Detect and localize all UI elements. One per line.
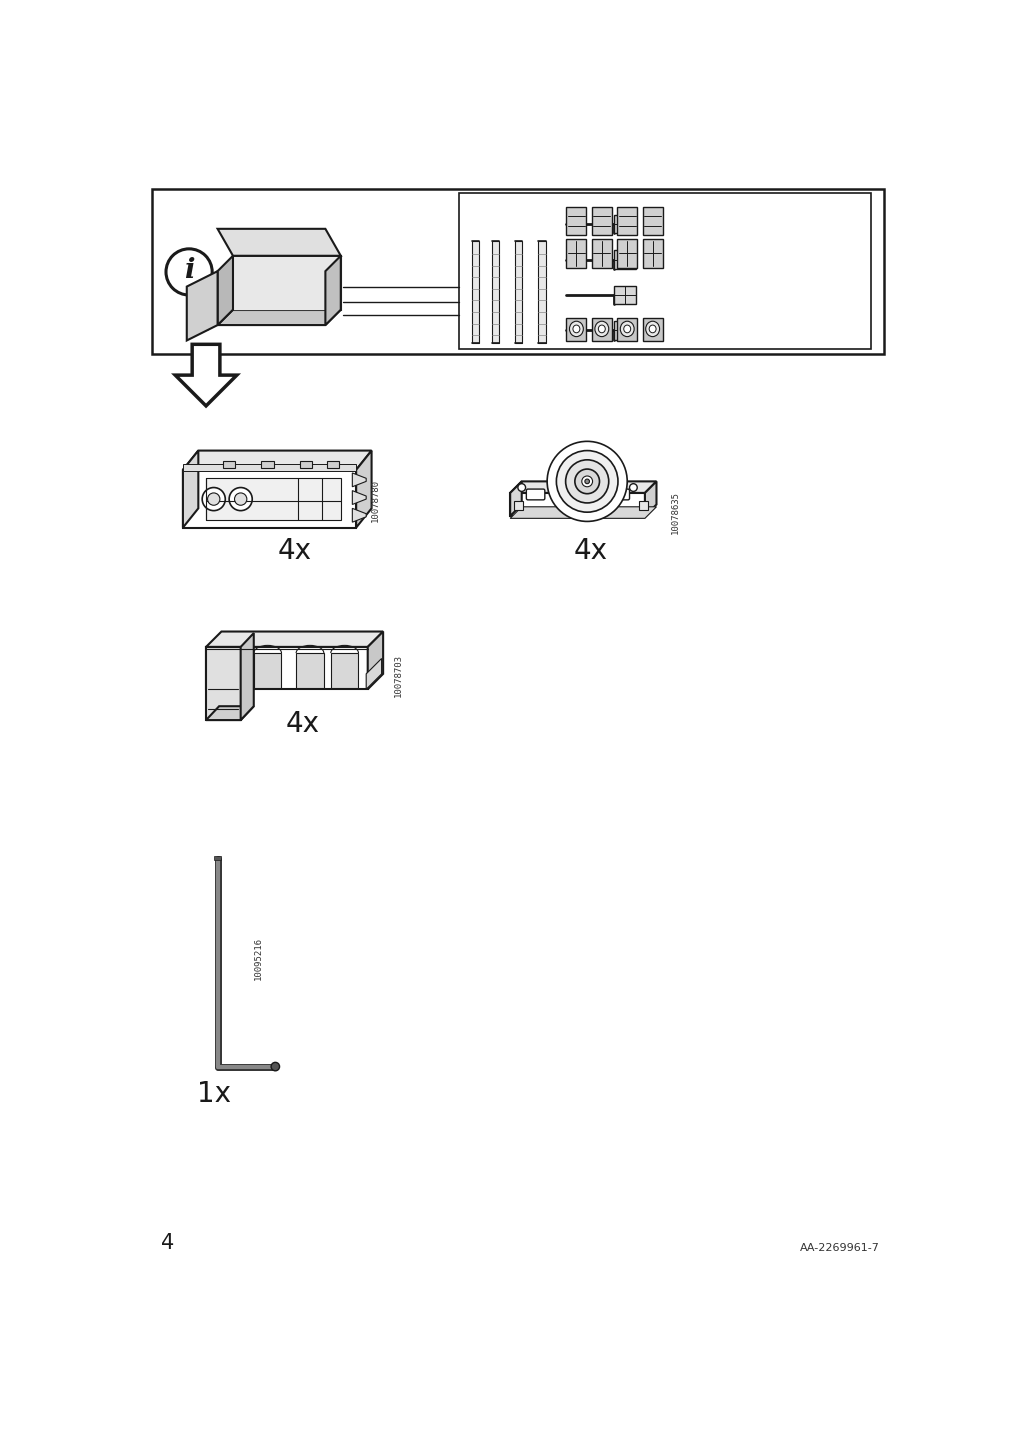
Polygon shape [366, 659, 381, 689]
Circle shape [228, 487, 252, 511]
Polygon shape [591, 239, 612, 268]
Polygon shape [510, 507, 656, 518]
FancyBboxPatch shape [327, 461, 339, 468]
Circle shape [556, 451, 618, 513]
Ellipse shape [620, 321, 634, 337]
Polygon shape [183, 470, 356, 527]
Polygon shape [614, 286, 635, 304]
Polygon shape [352, 491, 366, 504]
Polygon shape [326, 256, 341, 325]
Polygon shape [217, 229, 341, 256]
Polygon shape [206, 706, 254, 720]
Polygon shape [510, 493, 644, 516]
FancyBboxPatch shape [222, 461, 235, 468]
Polygon shape [206, 647, 367, 689]
FancyBboxPatch shape [299, 461, 312, 468]
Polygon shape [510, 481, 522, 516]
Polygon shape [187, 271, 217, 341]
Ellipse shape [623, 325, 630, 332]
Polygon shape [175, 344, 237, 405]
Circle shape [547, 441, 627, 521]
Polygon shape [331, 653, 358, 687]
Polygon shape [642, 239, 662, 268]
Polygon shape [617, 208, 637, 235]
FancyBboxPatch shape [611, 490, 629, 500]
Polygon shape [566, 208, 585, 235]
Polygon shape [356, 451, 371, 527]
Text: i: i [184, 256, 194, 284]
Polygon shape [510, 481, 656, 493]
Polygon shape [352, 473, 366, 487]
Polygon shape [206, 647, 241, 720]
Polygon shape [491, 241, 498, 342]
Ellipse shape [648, 325, 655, 332]
Polygon shape [591, 318, 612, 341]
Circle shape [629, 484, 637, 491]
Polygon shape [591, 208, 612, 235]
Polygon shape [614, 251, 635, 269]
FancyBboxPatch shape [458, 193, 869, 349]
Polygon shape [183, 451, 371, 470]
Circle shape [235, 493, 247, 505]
Polygon shape [617, 318, 637, 341]
Polygon shape [217, 309, 341, 325]
Polygon shape [241, 633, 254, 720]
Polygon shape [644, 481, 656, 516]
Text: 10078780: 10078780 [371, 480, 379, 523]
Text: 10095216: 10095216 [254, 938, 263, 981]
Polygon shape [614, 321, 635, 339]
Polygon shape [183, 464, 356, 471]
Circle shape [518, 484, 525, 491]
Text: 1x: 1x [196, 1080, 231, 1107]
Polygon shape [206, 477, 341, 520]
Polygon shape [183, 451, 198, 527]
Polygon shape [514, 501, 523, 510]
Polygon shape [214, 855, 220, 861]
Polygon shape [352, 508, 366, 523]
Text: 4x: 4x [277, 537, 311, 564]
Circle shape [574, 470, 599, 494]
FancyBboxPatch shape [261, 461, 274, 468]
Ellipse shape [569, 321, 582, 337]
Polygon shape [566, 318, 585, 341]
Polygon shape [206, 632, 383, 647]
Ellipse shape [572, 325, 579, 332]
Circle shape [565, 460, 609, 503]
Ellipse shape [598, 325, 605, 332]
Polygon shape [233, 256, 341, 309]
Polygon shape [617, 239, 637, 268]
Ellipse shape [645, 321, 659, 337]
FancyBboxPatch shape [526, 490, 544, 500]
Ellipse shape [594, 321, 609, 337]
Polygon shape [296, 653, 324, 687]
Circle shape [202, 487, 225, 511]
Text: AA-2269961-7: AA-2269961-7 [799, 1243, 879, 1253]
Polygon shape [367, 632, 383, 689]
Circle shape [166, 249, 212, 295]
Polygon shape [471, 241, 479, 342]
Circle shape [207, 493, 219, 505]
Polygon shape [217, 256, 233, 325]
Circle shape [581, 475, 592, 487]
Polygon shape [638, 501, 647, 510]
Text: 4x: 4x [573, 537, 608, 564]
Circle shape [584, 480, 588, 484]
Text: 10078635: 10078635 [670, 491, 679, 534]
Polygon shape [538, 241, 545, 342]
Circle shape [271, 1063, 279, 1071]
Polygon shape [515, 241, 522, 342]
Text: 10078703: 10078703 [393, 654, 402, 697]
Polygon shape [566, 239, 585, 268]
Text: 4: 4 [161, 1233, 175, 1253]
Polygon shape [642, 208, 662, 235]
Polygon shape [614, 215, 635, 233]
FancyBboxPatch shape [152, 189, 883, 354]
Polygon shape [642, 318, 662, 341]
Polygon shape [254, 653, 281, 687]
Polygon shape [233, 256, 341, 309]
Text: 4x: 4x [285, 710, 318, 737]
